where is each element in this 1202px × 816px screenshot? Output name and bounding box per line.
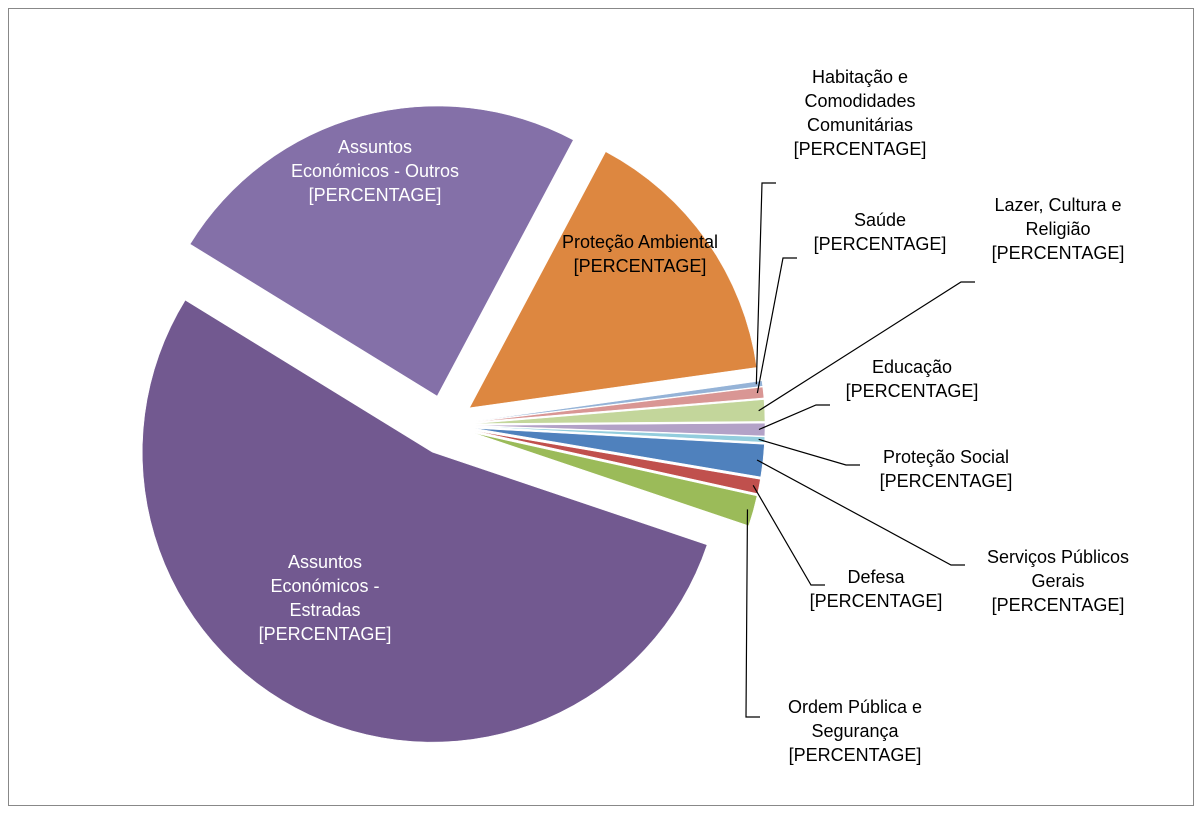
data-label: Proteção Ambiental [PERCENTAGE] xyxy=(555,230,725,278)
slice-value-label: [PERCENTAGE] xyxy=(813,234,947,254)
pie-slice xyxy=(474,399,766,424)
data-label: Lazer, Cultura e Religião [PERCENTAGE] xyxy=(976,193,1141,265)
leader-line xyxy=(755,182,776,385)
chart-border xyxy=(8,8,1194,806)
slice-value-label: [PERCENTAGE] xyxy=(845,381,979,401)
slice-name: Proteção Ambiental xyxy=(561,232,719,252)
data-label: Habitação e Comodidades Comunitárias [PER… xyxy=(773,65,948,161)
slice-name: Assuntos Económicos - Outros xyxy=(290,137,460,181)
leader-line xyxy=(752,485,825,586)
slice-value-label: [PERCENTAGE] xyxy=(991,243,1125,263)
pie-slice xyxy=(474,422,766,437)
leader-line xyxy=(756,257,797,394)
slice-value-label: [PERCENTAGE] xyxy=(991,595,1125,615)
data-label: Assuntos Económicos - Outros [PERCENTAGE] xyxy=(290,135,460,207)
data-label: Educação [PERCENTAGE] xyxy=(830,355,995,403)
slice-value-label: [PERCENTAGE] xyxy=(788,745,922,765)
data-label: Proteção Social [PERCENTAGE] xyxy=(859,445,1034,493)
pie-slice xyxy=(474,426,766,443)
data-label: Defesa [PERCENTAGE] xyxy=(794,565,959,613)
slice-value-label: [PERCENTAGE] xyxy=(573,256,707,276)
leader-line xyxy=(758,281,975,412)
slice-name: Ordem Pública e Segurança xyxy=(787,697,923,741)
slice-value-label: [PERCENTAGE] xyxy=(879,471,1013,491)
slice-value-label: [PERCENTAGE] xyxy=(793,139,927,159)
slice-value-label: [PERCENTAGE] xyxy=(809,591,943,611)
data-label: Saúde [PERCENTAGE] xyxy=(798,208,963,256)
leader-line xyxy=(756,459,965,566)
pie-slice xyxy=(474,380,763,422)
leader-line xyxy=(758,438,860,466)
pie-slice xyxy=(469,151,758,409)
pie-slice xyxy=(474,428,765,478)
pie-slice xyxy=(473,432,758,527)
pie-slice xyxy=(189,105,574,397)
slice-name: Educação xyxy=(871,357,953,377)
leader-line xyxy=(758,404,830,431)
data-label: Assuntos Económicos - Estradas [PERCENTAG… xyxy=(240,550,410,646)
slice-name: Proteção Social xyxy=(882,447,1010,467)
slice-name: Lazer, Cultura e Religião xyxy=(994,195,1122,239)
data-label: Serviços Públicos Gerais [PERCENTAGE] xyxy=(971,545,1146,617)
slice-name: Defesa xyxy=(847,567,905,587)
slice-value-label: [PERCENTAGE] xyxy=(258,624,392,644)
pie-slice xyxy=(142,299,708,743)
slice-name: Habitação e Comodidades Comunitárias xyxy=(804,67,916,135)
slice-name: Saúde xyxy=(853,210,907,230)
slice-name: Assuntos Económicos - Estradas xyxy=(270,552,380,620)
pie-slice xyxy=(474,386,765,423)
slice-name: Serviços Públicos Gerais xyxy=(986,547,1130,591)
data-label: Ordem Pública e Segurança [PERCENTAGE] xyxy=(783,695,928,767)
leader-line xyxy=(745,509,760,718)
slice-value-label: [PERCENTAGE] xyxy=(308,185,442,205)
